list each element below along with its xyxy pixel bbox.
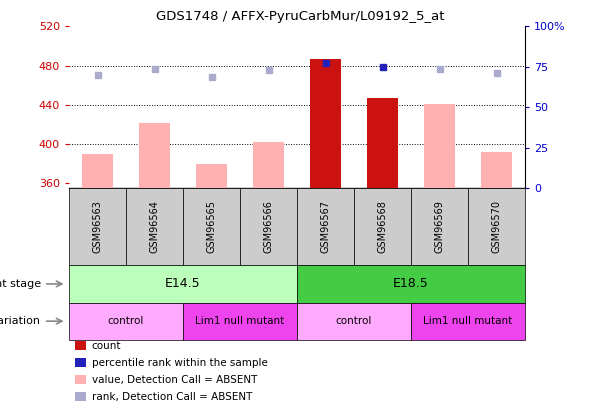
Text: Lim1 null mutant: Lim1 null mutant bbox=[196, 316, 284, 326]
Text: E14.5: E14.5 bbox=[165, 277, 201, 290]
Text: GSM96563: GSM96563 bbox=[92, 200, 103, 253]
Bar bbox=[253, 142, 284, 188]
Text: genotype/variation: genotype/variation bbox=[0, 316, 41, 326]
Bar bbox=[196, 164, 227, 188]
Text: development stage: development stage bbox=[0, 279, 41, 289]
Bar bbox=[367, 98, 398, 188]
Text: control: control bbox=[336, 316, 372, 326]
Text: GSM96570: GSM96570 bbox=[491, 200, 502, 253]
Text: count: count bbox=[92, 341, 121, 351]
Text: Lim1 null mutant: Lim1 null mutant bbox=[424, 316, 512, 326]
Bar bbox=[82, 154, 113, 188]
Text: percentile rank within the sample: percentile rank within the sample bbox=[92, 358, 268, 368]
Text: GDS1748 / AFFX-PyruCarbMur/L09192_5_at: GDS1748 / AFFX-PyruCarbMur/L09192_5_at bbox=[156, 10, 444, 23]
Bar bbox=[139, 123, 170, 188]
Text: GSM96569: GSM96569 bbox=[434, 200, 445, 253]
Text: rank, Detection Call = ABSENT: rank, Detection Call = ABSENT bbox=[92, 392, 252, 402]
Text: GSM96567: GSM96567 bbox=[320, 200, 331, 253]
Bar bbox=[310, 59, 341, 188]
Bar bbox=[424, 104, 455, 188]
Text: GSM96568: GSM96568 bbox=[377, 200, 388, 253]
Text: GSM96564: GSM96564 bbox=[149, 200, 160, 253]
Text: GSM96565: GSM96565 bbox=[206, 200, 217, 253]
Text: value, Detection Call = ABSENT: value, Detection Call = ABSENT bbox=[92, 375, 257, 385]
Bar bbox=[481, 152, 512, 188]
Text: control: control bbox=[108, 316, 144, 326]
Text: E18.5: E18.5 bbox=[393, 277, 429, 290]
Text: GSM96566: GSM96566 bbox=[263, 200, 274, 253]
